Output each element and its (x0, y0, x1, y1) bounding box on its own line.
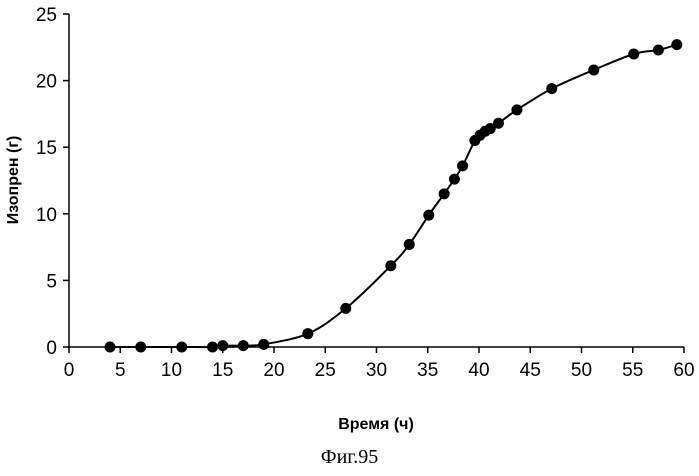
x-tick-label: 30 (366, 360, 387, 381)
x-tick-label: 5 (115, 360, 126, 381)
data-point (511, 104, 523, 116)
x-axis-title: Время (ч) (338, 416, 414, 433)
data-point (438, 188, 450, 200)
y-tick-label: 20 (36, 72, 57, 93)
data-point (135, 341, 147, 353)
data-point (385, 260, 397, 272)
x-tick-label: 55 (622, 360, 643, 381)
series-points (104, 39, 683, 353)
x-tick-label: 25 (315, 360, 336, 381)
data-point (176, 341, 188, 353)
y-tick-label: 0 (46, 338, 57, 359)
data-point (484, 123, 496, 135)
data-point (492, 117, 504, 129)
data-point (217, 340, 229, 352)
data-point (258, 338, 270, 350)
data-point (340, 302, 352, 314)
y-axis-title: Изопрен (г) (5, 136, 22, 225)
y-tick-label: 15 (36, 138, 57, 159)
data-point (448, 173, 460, 185)
data-point (671, 39, 683, 51)
data-point (207, 341, 218, 353)
data-point (457, 160, 469, 172)
ticks (63, 13, 685, 353)
figure-caption: Фиг.95 (320, 446, 379, 468)
x-tick-label: 40 (468, 360, 489, 381)
x-tick-label: 50 (571, 360, 592, 381)
x-tick-label: 10 (161, 360, 182, 381)
x-tick-label: 0 (64, 360, 75, 381)
y-tick-label: 10 (36, 205, 57, 226)
data-point (237, 340, 249, 352)
data-point (588, 64, 600, 76)
x-tick-label: 35 (417, 360, 438, 381)
x-tick-label: 20 (263, 360, 284, 381)
x-tick-label: 60 (673, 360, 694, 381)
data-point (423, 209, 435, 221)
chart: 0 5 10 15 20 25 30 35 40 45 50 55 60 0 5 10 15 20 25 Время… (5, 5, 695, 433)
y-tick-label: 25 (36, 5, 57, 26)
x-tick-label: 15 (212, 360, 233, 381)
axes (68, 14, 684, 348)
data-point (403, 238, 415, 250)
data-point (302, 328, 314, 340)
tick-labels: 0 5 10 15 20 25 30 35 40 45 50 55 60 0 5 10 15 20 25 (36, 5, 695, 381)
x-tick-label: 45 (520, 360, 541, 381)
series-line (109, 43, 678, 349)
data-point (104, 341, 116, 353)
data-point (652, 44, 664, 56)
y-tick-label: 5 (46, 271, 57, 292)
data-point (628, 48, 640, 60)
data-point (546, 83, 558, 95)
